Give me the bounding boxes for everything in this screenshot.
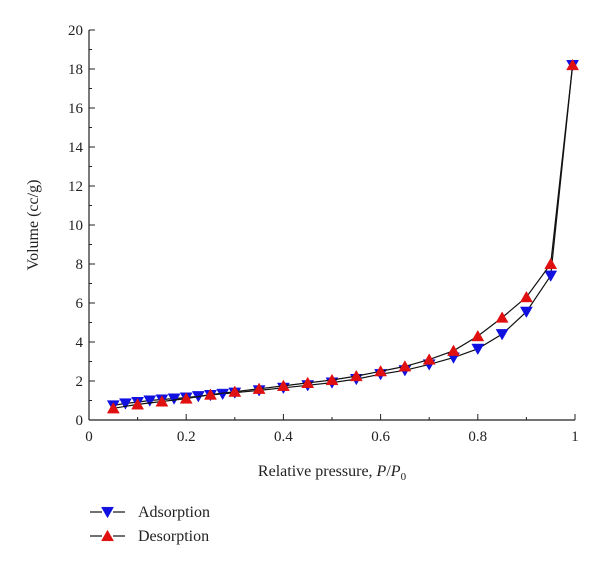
data-point: [566, 58, 580, 71]
y-tick-label: 10: [68, 218, 83, 234]
data-point: [167, 393, 181, 405]
adsorption-series: [106, 60, 580, 412]
data-point: [519, 306, 533, 318]
data-point: [204, 388, 217, 400]
x-tick-label: 0.6: [371, 429, 390, 445]
data-point: [374, 365, 388, 377]
data-point: [106, 402, 120, 414]
y-tick-label: 0: [76, 413, 84, 429]
y-tick-label: 4: [76, 335, 84, 351]
data-point: [519, 290, 533, 303]
y-tick-label: 12: [68, 179, 83, 195]
data-point: [155, 395, 169, 407]
x-axis-title: Relative pressure, P/P0: [258, 463, 407, 483]
legend-marker: [101, 506, 114, 519]
data-point: [276, 379, 290, 391]
series-line: [113, 65, 574, 406]
legend-label: Desorption: [138, 528, 209, 545]
data-point: [143, 395, 157, 407]
x-tick-label: 0.2: [177, 429, 196, 445]
data-point: [119, 398, 132, 410]
y-tick-label: 20: [68, 23, 83, 39]
data-point: [131, 398, 145, 410]
data-point: [228, 385, 242, 397]
y-axis-title: Volume (cc/g): [25, 180, 42, 271]
desorption-series: [106, 58, 580, 414]
data-point: [544, 257, 558, 270]
data-point: [471, 329, 485, 342]
series-line: [113, 65, 574, 409]
x-tick-label: 0: [85, 429, 93, 445]
data-point: [447, 344, 460, 356]
x-tick-label: 0.8: [468, 429, 487, 445]
y-tick-label: 16: [68, 101, 84, 117]
series-layer: [106, 58, 580, 414]
legend-marker: [101, 529, 114, 542]
data-point: [544, 270, 558, 282]
axes: 0 2 4 6 8 10 12 14 16 18 20 0 0.2 0.4 0.6 0.8 1: [68, 23, 579, 445]
data-point: [398, 360, 412, 372]
data-point: [179, 392, 193, 404]
data-point: [252, 382, 266, 394]
data-point: [349, 369, 363, 382]
y-tick-label: 8: [76, 257, 84, 273]
y-tick-label: 2: [76, 374, 84, 390]
data-point: [325, 373, 339, 386]
legend-item: Desorption: [90, 528, 209, 545]
x-tick-label: 1: [571, 429, 579, 445]
data-point: [216, 388, 230, 401]
data-point: [495, 329, 509, 341]
legend: Adsorption Desorption: [90, 504, 210, 545]
data-point: [422, 353, 436, 365]
y-tick-label: 14: [68, 140, 84, 156]
legend-item: Adsorption: [90, 504, 210, 521]
data-point: [471, 343, 485, 356]
y-tick-label: 18: [68, 62, 83, 78]
x-tick-label: 0.4: [274, 429, 293, 445]
legend-label: Adsorption: [138, 504, 210, 521]
data-point: [495, 311, 509, 323]
data-point: [301, 376, 315, 388]
y-tick-label: 6: [76, 296, 84, 312]
